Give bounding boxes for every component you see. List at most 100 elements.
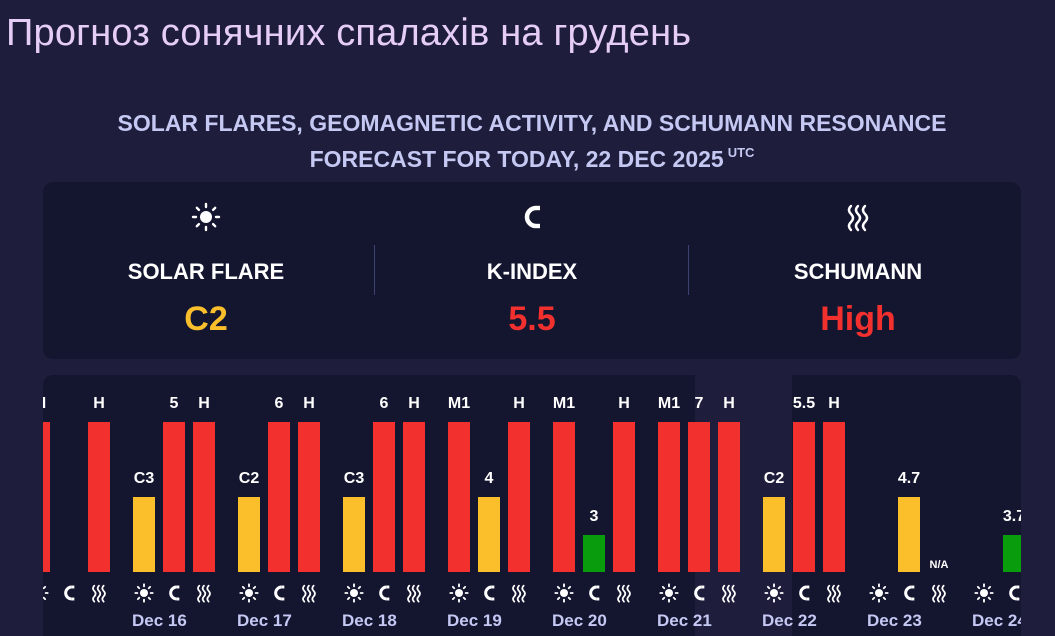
sun-icon: [448, 582, 470, 604]
waves-icon: [695, 202, 1021, 232]
waves-icon: [928, 582, 950, 604]
bar-sun-dec-22[interactable]: [763, 497, 785, 572]
bar-magnet-dec-22[interactable]: [793, 422, 815, 572]
magnet-icon: [688, 582, 710, 604]
magnet-icon: [583, 582, 605, 604]
bar-sun-dec-15[interactable]: [43, 422, 50, 572]
bar-waves-dec-20[interactable]: [613, 422, 635, 572]
bar-sun-dec-17[interactable]: [238, 497, 260, 572]
summary-divider-2: [688, 245, 689, 295]
bar-value-label: 3: [589, 507, 599, 525]
date-label: Dec 23: [867, 611, 922, 630]
bar-magnet-dec-23[interactable]: [898, 497, 920, 572]
sun-icon: [43, 582, 50, 604]
summary-divider-1: [374, 245, 375, 295]
bar-magnet-dec-19[interactable]: [478, 497, 500, 572]
bar-value-label: C3: [343, 470, 365, 487]
bar-value-label: C2: [238, 470, 260, 487]
bar-magnet-dec-17[interactable]: [268, 422, 290, 572]
summary-solar-value: C2: [184, 300, 228, 338]
date-label: Dec 22: [762, 611, 817, 630]
sun-icon: [973, 582, 995, 604]
bar-magnet-dec-21[interactable]: [688, 422, 710, 572]
magnet-icon: [58, 582, 80, 604]
bar-magnet-dec-20[interactable]: [583, 534, 605, 572]
summary-kindex-value: 5.5: [508, 300, 556, 338]
bar-value-label: C2: [763, 470, 785, 487]
bar-value-label: 6: [274, 395, 284, 412]
bar-magnet-dec-18[interactable]: [373, 422, 395, 572]
bar-value-label: H: [93, 395, 105, 412]
waves-icon: [298, 582, 320, 604]
bar-waves-dec-19[interactable]: [508, 422, 530, 572]
partial-bar-label: I: [43, 395, 47, 412]
subtitle-line-2: FORECAST FOR TODAY, 22 DEC 2025 UTC: [80, 138, 984, 174]
magnet-icon: [268, 582, 290, 604]
waves-icon: [718, 582, 740, 604]
sun-icon: [238, 582, 260, 604]
bar-sun-dec-21[interactable]: [658, 422, 680, 572]
sun-icon: [763, 582, 785, 604]
bar-waves-dec-15[interactable]: [88, 422, 110, 572]
subtitle-timezone: UTC: [727, 145, 755, 160]
bar-value-label: 5: [169, 395, 179, 412]
page-title: Прогноз сонячних спалахів на грудень: [6, 12, 692, 54]
bar-waves-dec-21[interactable]: [718, 422, 740, 572]
bar-value-label: H: [618, 395, 630, 412]
magnet-icon: [369, 202, 695, 232]
bar-waves-dec-18[interactable]: [403, 422, 425, 572]
bar-value-label: H: [828, 395, 840, 412]
bar-sun-dec-16[interactable]: [133, 497, 155, 572]
waves-icon: [88, 582, 110, 604]
bar-value-label: 4.7: [897, 470, 921, 487]
sun-icon: [43, 202, 369, 232]
bar-value-label: M1: [447, 395, 471, 412]
bar-value-label: 5.5: [792, 395, 816, 412]
bar-value-label: H: [723, 395, 735, 412]
date-label: Dec 21: [657, 611, 712, 630]
date-label: Dec 20: [552, 611, 607, 630]
bar-value-label: C3: [133, 470, 155, 487]
bar-value-label: 6: [379, 395, 389, 412]
waves-icon: [193, 582, 215, 604]
bar-magnet-dec-16[interactable]: [163, 422, 185, 572]
magnet-icon: [793, 582, 815, 604]
subtitle-date: FORECAST FOR TODAY, 22 DEC 2025: [309, 146, 724, 172]
magnet-icon: [1003, 582, 1021, 604]
bar-sun-dec-20[interactable]: [553, 422, 575, 572]
bar-value-label: H: [408, 395, 420, 412]
date-label: Dec 16: [132, 611, 187, 630]
bar-value-label: H: [198, 395, 210, 412]
date-label: Dec 17: [237, 611, 292, 630]
bar-waves-dec-22[interactable]: [823, 422, 845, 572]
bar-value-label: M1: [657, 395, 681, 412]
bar-value-label: M1: [552, 395, 576, 412]
bar-waves-dec-16[interactable]: [193, 422, 215, 572]
sun-icon: [343, 582, 365, 604]
forecast-subtitle: SOLAR FLARES, GEOMAGNETIC ACTIVITY, AND …: [80, 108, 984, 174]
summary-solar-label: SOLAR FLARE: [127, 259, 285, 284]
waves-icon: [508, 582, 530, 604]
summary-kindex-label: K-INDEX: [486, 259, 578, 284]
magnet-icon: [163, 582, 185, 604]
bar-sun-dec-19[interactable]: [448, 422, 470, 572]
bar-value-label: 4: [484, 470, 494, 487]
today-summary-card: SOLAR FLARE C2 K-INDEX 5.5 SCHUMANN High: [43, 182, 1021, 359]
sun-icon: [553, 582, 575, 604]
bar-magnet-dec-24[interactable]: [1003, 534, 1021, 572]
magnet-icon: [898, 582, 920, 604]
bar-value-label: 7: [694, 395, 704, 412]
date-label: Dec 19: [447, 611, 502, 630]
summary-schumann-value: High: [820, 300, 896, 338]
summary-k-index: K-INDEX 5.5: [369, 182, 695, 359]
sun-icon: [658, 582, 680, 604]
summary-schumann: SCHUMANN High: [695, 182, 1021, 359]
forecast-chart[interactable]: H C3 5 H Dec 16 C2 6 H Dec 17 C3 6 H Dec 18 M1 4 H Dec 1…: [43, 375, 1021, 636]
bar-value-label: H: [513, 395, 525, 412]
waves-icon: [403, 582, 425, 604]
na-value-label: N/A: [929, 559, 949, 571]
sun-icon: [868, 582, 890, 604]
bar-waves-dec-17[interactable]: [298, 422, 320, 572]
summary-schumann-label: SCHUMANN: [793, 259, 923, 284]
bar-sun-dec-18[interactable]: [343, 497, 365, 572]
